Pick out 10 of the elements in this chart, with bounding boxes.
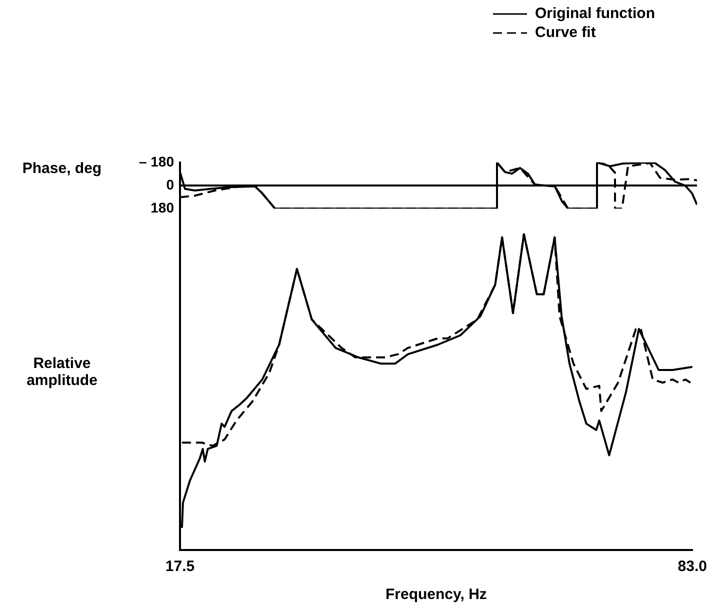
y-tick-label: 180: [150, 199, 174, 216]
legend-label: Curve fit: [535, 24, 596, 41]
x-tick-label: 17.5: [165, 558, 195, 576]
y-tick-label: – 180: [138, 153, 174, 170]
x-tick-label: 83.0: [678, 558, 708, 576]
y-tick-label: 0: [166, 176, 174, 192]
legend-label: Original function: [535, 5, 655, 22]
y-axis-title: Relative amplitude: [26, 355, 98, 389]
x-axis-title: Frequency, Hz: [385, 586, 487, 604]
y-axis-title: Phase, deg: [21, 160, 103, 177]
